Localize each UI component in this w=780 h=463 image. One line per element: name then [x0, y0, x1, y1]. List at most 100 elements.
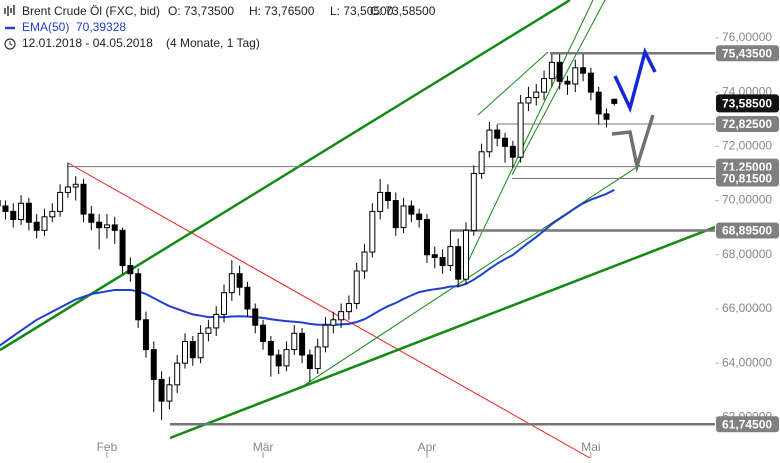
candle-body: [542, 79, 547, 93]
trend-line: [68, 163, 590, 458]
candle-body: [112, 225, 117, 230]
header: Brent Crude Öl (FXC, bid) O: 73,73500 H:…: [0, 0, 460, 50]
candle-body: [378, 192, 383, 211]
candle-body: [549, 62, 554, 78]
candle-body: [362, 252, 367, 271]
candle-body: [385, 192, 390, 200]
projection-arrow: [615, 52, 655, 108]
candle-body: [128, 266, 133, 274]
candle-body: [479, 152, 484, 174]
candle-body: [65, 187, 70, 192]
candle-body: [401, 206, 406, 228]
trend-line: [478, 52, 548, 115]
candle-body: [463, 230, 468, 279]
candle-body: [565, 81, 570, 84]
x-tick-label: Mai: [581, 440, 600, 454]
candle-body: [3, 206, 8, 211]
candle-body: [573, 68, 578, 84]
period: 12.01.2018 - 04.05.2018: [22, 36, 153, 50]
candle-body: [26, 203, 31, 222]
candle-body: [229, 274, 234, 293]
candle-body: [151, 350, 156, 380]
y-tick-label: 72,00000: [722, 139, 772, 153]
candle-body: [58, 192, 63, 211]
trend-line: [0, 0, 570, 350]
candle-body: [97, 222, 102, 227]
y-tick-label: 68,00000: [722, 247, 772, 261]
candle-body: [237, 274, 242, 288]
candle-body: [206, 328, 211, 333]
candle-body: [432, 255, 437, 258]
candle-body: [120, 230, 125, 265]
candle-body: [331, 320, 336, 325]
candle-body: [487, 130, 492, 152]
candle-body: [409, 206, 414, 214]
candle-body: [292, 333, 297, 349]
legend-value: 70,39328: [76, 20, 126, 34]
candle-body: [581, 68, 586, 73]
candle-body: [323, 325, 328, 347]
candle-body: [346, 304, 351, 312]
candle-body: [73, 184, 78, 187]
candle-body: [104, 225, 109, 228]
candle-body: [167, 385, 172, 401]
candle-body: [175, 363, 180, 385]
candle-body: [253, 309, 258, 325]
ohlc-label: H: 73,76500: [249, 4, 315, 18]
candle-body: [159, 379, 164, 401]
candle-body: [198, 333, 203, 357]
y-tick-label: 66,00000: [722, 301, 772, 315]
candle-body: [261, 325, 266, 341]
x-tick-label: Apr: [418, 440, 437, 454]
level-label: 70,81500: [722, 172, 772, 186]
candle-body: [276, 355, 281, 366]
candle-body: [495, 130, 500, 138]
level-label: 68,89500: [722, 224, 772, 238]
candle-body: [34, 222, 39, 230]
candle-body: [81, 184, 86, 214]
candle-body: [284, 350, 289, 366]
legend-label: EMA(50): [22, 20, 69, 34]
candle-body: [315, 347, 320, 369]
candle-body: [300, 333, 305, 355]
candle-body: [612, 99, 617, 103]
candle-body: [510, 146, 515, 157]
candle-body: [268, 341, 273, 355]
candle-body: [456, 247, 461, 280]
candle-body: [354, 271, 359, 304]
x-tick-label: Feb: [97, 440, 118, 454]
candle-body: [526, 98, 531, 103]
candle-body: [557, 62, 562, 81]
y-tick-label: 70,00000: [722, 193, 772, 207]
candle-body: [440, 257, 445, 265]
candle-body: [19, 203, 24, 219]
y-tick-label: 64,00000: [722, 355, 772, 369]
candle-body: [588, 73, 593, 92]
ohlc-label: C: 73,58500: [370, 4, 436, 18]
candle-body: [307, 355, 312, 369]
candle-body: [534, 92, 539, 97]
candle-body: [503, 138, 508, 146]
candle-body: [136, 274, 141, 320]
candle-body: [604, 114, 609, 119]
projection-arrow: [612, 115, 653, 166]
candle-body: [182, 341, 187, 363]
candle-body: [214, 314, 219, 328]
candle-body: [518, 103, 523, 157]
ohlc-label: O: 73,73500: [168, 4, 234, 18]
candle-body: [471, 173, 476, 230]
candle-body: [245, 287, 250, 309]
level-label: 72,82500: [722, 117, 772, 131]
candle-body: [448, 247, 453, 266]
candle-body: [596, 92, 601, 114]
candle-body: [424, 220, 429, 255]
ema-line: [0, 190, 614, 347]
candle-body: [370, 211, 375, 252]
y-axis: 62,0000064,0000066,0000068,0000070,00000…: [715, 30, 779, 432]
trend-line: [170, 202, 780, 438]
candle-body: [50, 211, 55, 216]
chart-title: Brent Crude Öl (FXC, bid): [22, 4, 160, 18]
period-note: (4 Monate, 1 Tag): [166, 36, 260, 50]
ema-layer: [0, 190, 614, 347]
